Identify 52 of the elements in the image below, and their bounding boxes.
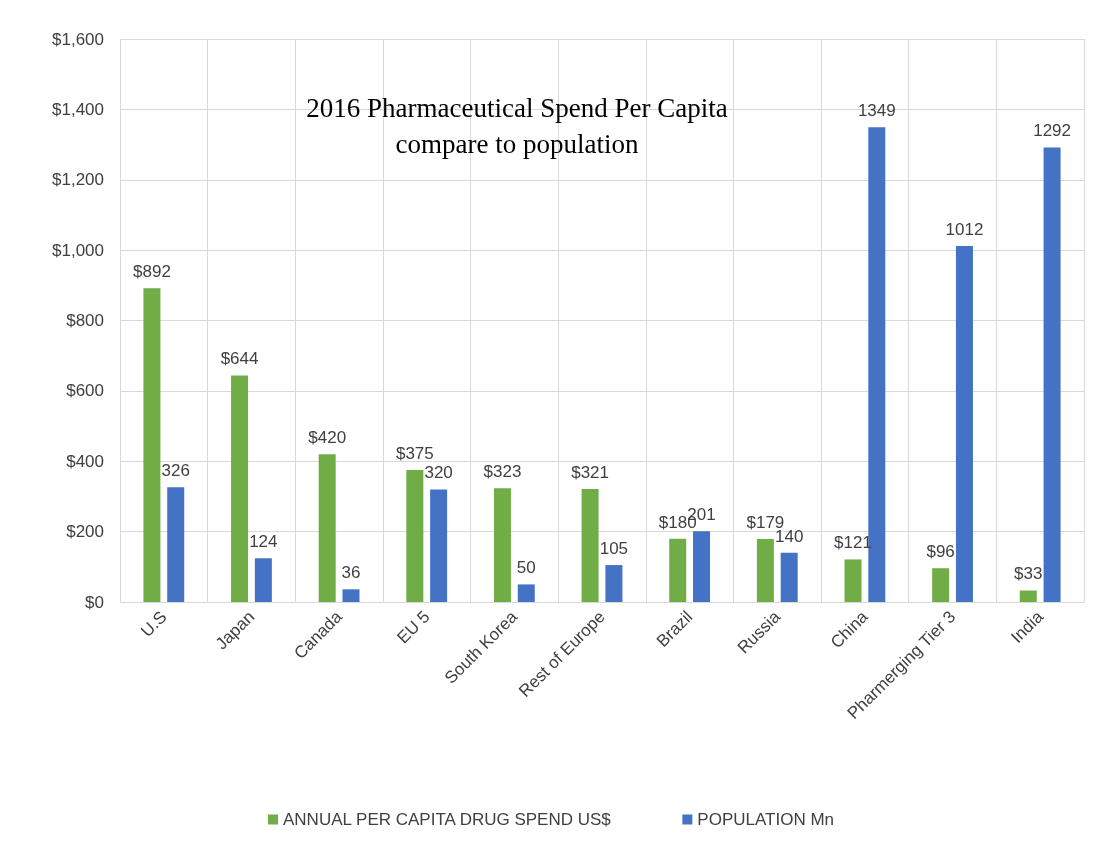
data-label: $323 bbox=[483, 462, 522, 482]
bar bbox=[581, 489, 599, 602]
y-tick-label: $400 bbox=[66, 451, 104, 471]
bar bbox=[1019, 590, 1037, 602]
data-label: 105 bbox=[599, 539, 629, 559]
bar bbox=[932, 568, 950, 602]
bar bbox=[605, 565, 623, 602]
bar bbox=[780, 552, 798, 602]
y-tick-label: $1,000 bbox=[52, 240, 104, 260]
data-label: $375 bbox=[395, 444, 434, 464]
data-label: 320 bbox=[424, 463, 453, 483]
data-label: $420 bbox=[308, 428, 347, 448]
bar bbox=[254, 558, 272, 602]
data-label: 124 bbox=[249, 532, 278, 552]
y-tick-label: $600 bbox=[66, 381, 104, 401]
data-label: $96 bbox=[926, 542, 955, 562]
bar bbox=[231, 375, 249, 602]
bar bbox=[318, 454, 336, 602]
bar bbox=[669, 538, 687, 602]
data-label: 1349 bbox=[857, 101, 896, 121]
data-label: $892 bbox=[133, 262, 171, 282]
x-tick-label: EU 5 bbox=[393, 607, 434, 648]
data-label: $321 bbox=[571, 463, 610, 483]
data-label: $644 bbox=[220, 349, 259, 369]
data-label: 36 bbox=[341, 563, 361, 583]
data-label: 1012 bbox=[945, 219, 984, 239]
y-tick-label: $0 bbox=[85, 592, 104, 612]
bar bbox=[167, 487, 185, 602]
bar bbox=[143, 288, 161, 602]
y-tick-label: $1,400 bbox=[52, 99, 104, 119]
text: 2016 Pharmaceutical Spend Per Capita compare to population bbox=[306, 93, 728, 159]
bar bbox=[955, 245, 973, 602]
y-tick-label: $800 bbox=[66, 311, 104, 330]
bar bbox=[517, 584, 535, 602]
data-label: 50 bbox=[516, 558, 536, 578]
data-label: 1292 bbox=[1033, 121, 1071, 141]
y-tick-label: $1,600 bbox=[52, 29, 104, 49]
bar bbox=[844, 559, 862, 602]
bar bbox=[693, 531, 711, 602]
bar bbox=[493, 488, 511, 602]
data-label: $33 bbox=[1014, 564, 1043, 584]
bar bbox=[430, 489, 448, 602]
y-tick-label: $1,200 bbox=[52, 170, 104, 190]
legend-label: POPULATION Mn bbox=[697, 810, 835, 829]
data-label: 326 bbox=[161, 461, 190, 481]
bar bbox=[756, 539, 774, 602]
bar bbox=[406, 470, 424, 602]
bar bbox=[1043, 147, 1061, 602]
bar bbox=[342, 589, 360, 602]
x-tick-label: U.S bbox=[137, 607, 171, 641]
y-tick-label: $200 bbox=[66, 522, 104, 542]
legend-label: ANNUAL PER CAPITA DRUG SPEND US$ bbox=[282, 810, 612, 829]
